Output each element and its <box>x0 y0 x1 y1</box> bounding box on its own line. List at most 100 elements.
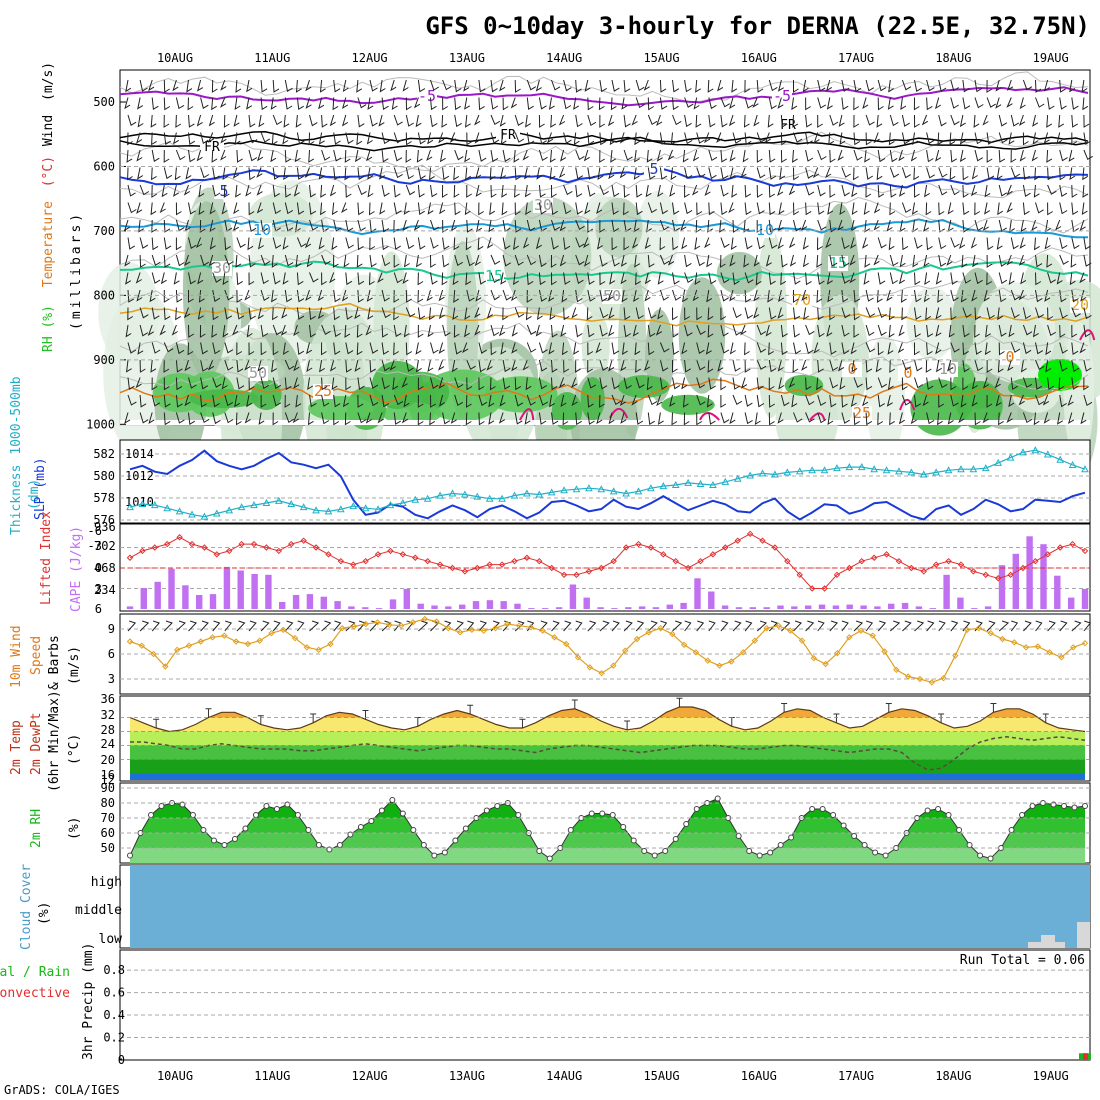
wind-barb-10m <box>212 620 221 632</box>
wind-speed-marker <box>775 622 782 629</box>
wind-barb <box>139 307 149 319</box>
wind-barb <box>851 184 858 198</box>
wind-barb <box>873 132 880 144</box>
wind-barb <box>764 132 771 144</box>
rh-marker <box>767 849 774 856</box>
wind-speed-marker <box>1058 654 1065 661</box>
wind-barb <box>307 412 314 426</box>
wind-barb <box>200 377 209 390</box>
wind-barb <box>522 237 530 249</box>
wind-barb-10m <box>696 620 705 632</box>
wind-barb <box>865 114 875 126</box>
wind-barb <box>886 219 893 232</box>
wind-barb <box>235 79 242 93</box>
wind-barb <box>671 412 678 426</box>
wind-barb <box>257 149 264 162</box>
wind-barb <box>514 79 521 93</box>
wind-barb <box>575 167 584 180</box>
li-marker <box>436 561 444 568</box>
wind-barb <box>876 114 883 128</box>
wind-barb <box>474 324 481 336</box>
wind-barb <box>378 114 385 127</box>
wind-barb <box>1047 377 1055 391</box>
wind-barb <box>490 132 500 144</box>
wind-barb <box>379 167 386 180</box>
rh-marker <box>977 852 984 859</box>
wind-barb <box>1046 114 1053 128</box>
wind-barb <box>295 114 302 128</box>
wind-barb <box>924 272 931 285</box>
li-marker <box>635 540 642 548</box>
contour-label: 10 <box>756 221 774 239</box>
wind-speed-marker <box>763 624 770 632</box>
wind-barb <box>974 132 983 145</box>
wind-barb <box>778 377 785 390</box>
rh-marker <box>1008 827 1015 833</box>
li-marker <box>821 585 828 592</box>
rh-contour <box>119 131 1089 172</box>
wind-barb <box>163 342 174 353</box>
wind-barb <box>1059 149 1068 162</box>
wind-speed-marker <box>268 629 275 637</box>
cape-label: CAPE (J/kg) <box>69 526 84 612</box>
wind-barb <box>439 394 446 407</box>
wind-barb <box>647 114 658 126</box>
wind-barb <box>645 184 652 198</box>
wind-barb <box>913 97 920 111</box>
wind-barb <box>538 132 547 145</box>
wind-barb <box>454 202 461 216</box>
cape-bar <box>735 607 743 609</box>
wind-speed-marker <box>185 642 193 649</box>
wind-barb <box>1006 79 1014 91</box>
wind-barb <box>248 272 255 286</box>
wind-barb <box>708 202 715 216</box>
wind-barb <box>393 149 403 162</box>
wind-barb <box>780 394 790 407</box>
li-marker <box>511 557 518 565</box>
wind-barb <box>587 324 595 338</box>
wind-barb <box>563 79 572 92</box>
wind-barb <box>1068 149 1075 162</box>
wind-barb <box>704 184 711 197</box>
wind-barb <box>369 79 378 92</box>
li-marker <box>213 551 221 558</box>
precip-tick: 0.2 <box>103 1031 125 1045</box>
wind-barb <box>526 254 537 266</box>
wind-barb <box>912 254 919 268</box>
wind-barb <box>248 307 256 320</box>
wind-barb <box>246 79 253 93</box>
wind-barb <box>1022 202 1030 216</box>
wind-barb <box>272 114 283 126</box>
wind-barb <box>224 394 234 407</box>
wind-barb <box>684 254 692 268</box>
wind-barb <box>792 359 799 373</box>
contour-label: 10 <box>253 221 271 239</box>
wind-speed-marker <box>586 664 594 671</box>
wind-barb <box>136 149 143 162</box>
wind-barb <box>550 114 557 128</box>
wind-barb <box>937 412 943 426</box>
precip-convective-label: Convective <box>0 986 70 1001</box>
wind-speed-marker <box>280 626 287 634</box>
thickness-marker <box>250 501 258 509</box>
wind-barb-10m <box>829 620 838 632</box>
thickness-marker <box>932 468 941 476</box>
wind-barb <box>284 79 293 92</box>
precip-tick: 0.4 <box>103 1008 125 1022</box>
wind-barb <box>997 307 1004 321</box>
wind-barb <box>962 272 972 284</box>
wind-barb <box>669 184 676 197</box>
cape-bar <box>708 591 715 609</box>
minmax-whisker <box>833 713 840 723</box>
wind-barb <box>998 254 1007 267</box>
temp-contour-15 <box>119 260 1089 282</box>
contour-label-bg <box>313 384 333 399</box>
wind-barb <box>768 202 776 216</box>
wind-barb <box>696 167 706 178</box>
wind-barb <box>248 342 255 356</box>
thickness-marker <box>200 512 209 520</box>
wind-barb <box>389 359 396 371</box>
wind-barb <box>672 289 682 301</box>
wind-barb <box>575 149 585 161</box>
wind-barb <box>465 114 471 128</box>
